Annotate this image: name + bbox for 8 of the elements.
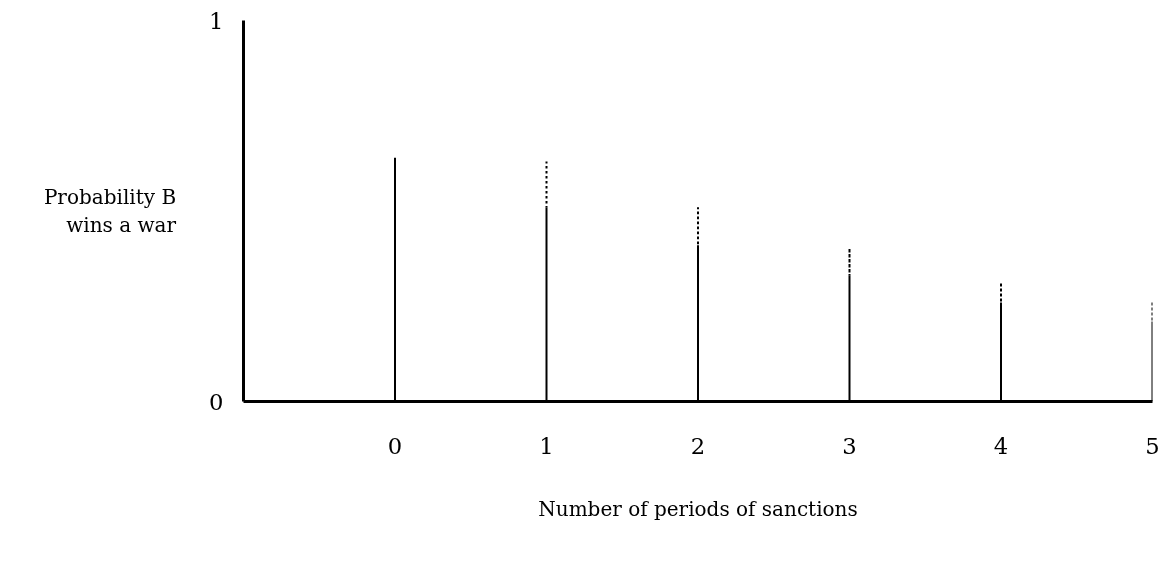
y-axis-title: Probability B wins a war <box>43 184 177 238</box>
x-tick-label: 4 <box>993 432 1009 459</box>
x-tick-label: 3 <box>842 432 857 459</box>
x-tick-label: 0 <box>387 432 403 459</box>
x-tick-label: 2 <box>690 432 706 459</box>
x-tick-label: 5 <box>1145 432 1160 459</box>
x-tick-label: 1 <box>539 432 554 459</box>
x-axis-title: Number of periods of sanctions <box>538 496 858 521</box>
